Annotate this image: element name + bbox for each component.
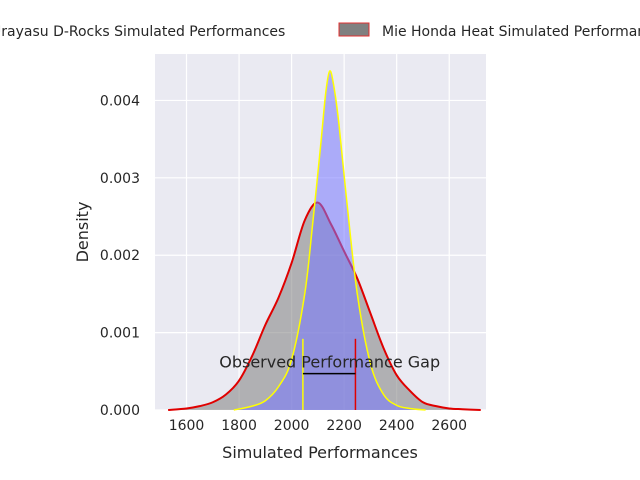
legend-label: Urayasu D-Rocks Simulated Performances xyxy=(0,24,285,40)
x-tick-label: 2400 xyxy=(379,418,415,434)
mie-honda-density-area xyxy=(233,70,426,410)
y-tick-label: 0.004 xyxy=(100,93,140,109)
density-areas xyxy=(168,70,481,411)
x-tick-label: 2000 xyxy=(274,418,310,434)
annotations: Observed Performance Gap xyxy=(219,338,440,410)
mie-honda-density-line xyxy=(233,70,426,411)
x-tick-label: 2600 xyxy=(431,418,467,434)
x-tick-label: 1600 xyxy=(169,418,205,434)
legend-swatch xyxy=(338,22,370,37)
observed-gap-label: Observed Performance Gap xyxy=(219,352,440,371)
x-axis-label: Simulated Performances xyxy=(222,443,418,462)
legend-label: Mie Honda Heat Simulated Performances xyxy=(382,24,640,40)
x-tick-label: 2200 xyxy=(326,418,362,434)
x-tick-label: 1800 xyxy=(221,418,257,434)
y-tick-label: 0.000 xyxy=(100,403,140,419)
legend: Urayasu D-Rocks Simulated Performances Mi… xyxy=(0,22,640,40)
y-tick-labels: 0.000 0.001 0.002 0.003 0.004 xyxy=(100,93,140,419)
y-tick-label: 0.001 xyxy=(100,326,140,342)
x-tick-labels: 1600 1800 2000 2200 2400 2600 xyxy=(169,418,467,434)
y-tick-label: 0.003 xyxy=(100,171,140,187)
y-tick-label: 0.002 xyxy=(100,248,140,264)
y-axis-label: Density xyxy=(73,202,92,263)
